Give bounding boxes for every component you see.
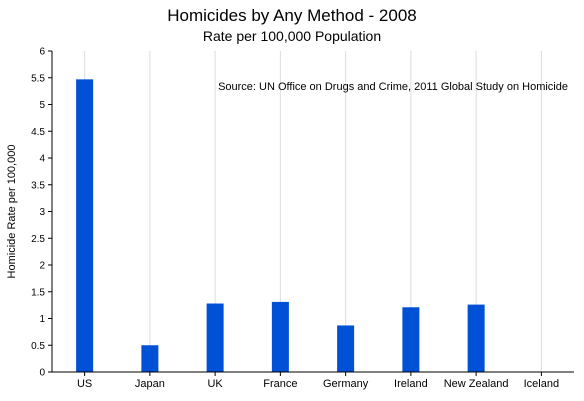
bar bbox=[76, 79, 94, 372]
x-category-label: New Zealand bbox=[444, 378, 509, 390]
y-tick-label: 2.5 bbox=[31, 234, 45, 245]
bar bbox=[402, 307, 420, 372]
x-category-label: Germany bbox=[323, 378, 369, 390]
y-tick-label: 2 bbox=[39, 261, 45, 272]
y-tick-label: 0 bbox=[39, 368, 45, 379]
x-category-label: Iceland bbox=[524, 378, 559, 390]
x-category-label: Japan bbox=[135, 378, 165, 390]
y-tick-label: 3 bbox=[39, 207, 45, 218]
bars bbox=[76, 79, 485, 372]
y-tick-label: 5 bbox=[39, 100, 45, 111]
y-tick-label: 4.5 bbox=[31, 127, 45, 138]
bar bbox=[141, 345, 159, 372]
x-category-labels: US Japan UK France Germany Ireland New Zealand… bbox=[77, 372, 559, 390]
y-axis-label: Homicide Rate per 100,000 bbox=[6, 145, 18, 279]
x-category-label: Ireland bbox=[394, 378, 428, 390]
y-tick-labels: 0 0.5 1 1.5 2 2.5 3 3.5 4 4.5 5 5.5 6 bbox=[31, 47, 52, 379]
chart-subtitle: Rate per 100,000 Population bbox=[203, 28, 381, 44]
y-tick-label: 1 bbox=[39, 314, 45, 325]
y-tick-label: 5.5 bbox=[31, 73, 45, 84]
chart-title: Homicides by Any Method - 2008 bbox=[167, 6, 416, 25]
bar bbox=[467, 304, 485, 372]
y-tick-label: 0.5 bbox=[31, 341, 45, 352]
y-tick-label: 6 bbox=[39, 47, 45, 58]
x-category-label: France bbox=[263, 378, 297, 390]
gridlines bbox=[84, 51, 542, 372]
y-tick-label: 4 bbox=[39, 154, 45, 165]
bar bbox=[206, 303, 224, 372]
bar bbox=[337, 325, 355, 372]
source-annotation: Source: UN Office on Drugs and Crime, 20… bbox=[218, 81, 568, 93]
y-tick-label: 1.5 bbox=[31, 287, 45, 298]
x-category-label: UK bbox=[207, 378, 223, 390]
y-tick-label: 3.5 bbox=[31, 180, 45, 191]
bar bbox=[271, 301, 289, 372]
x-category-label: US bbox=[77, 378, 92, 390]
axes bbox=[51, 51, 574, 373]
